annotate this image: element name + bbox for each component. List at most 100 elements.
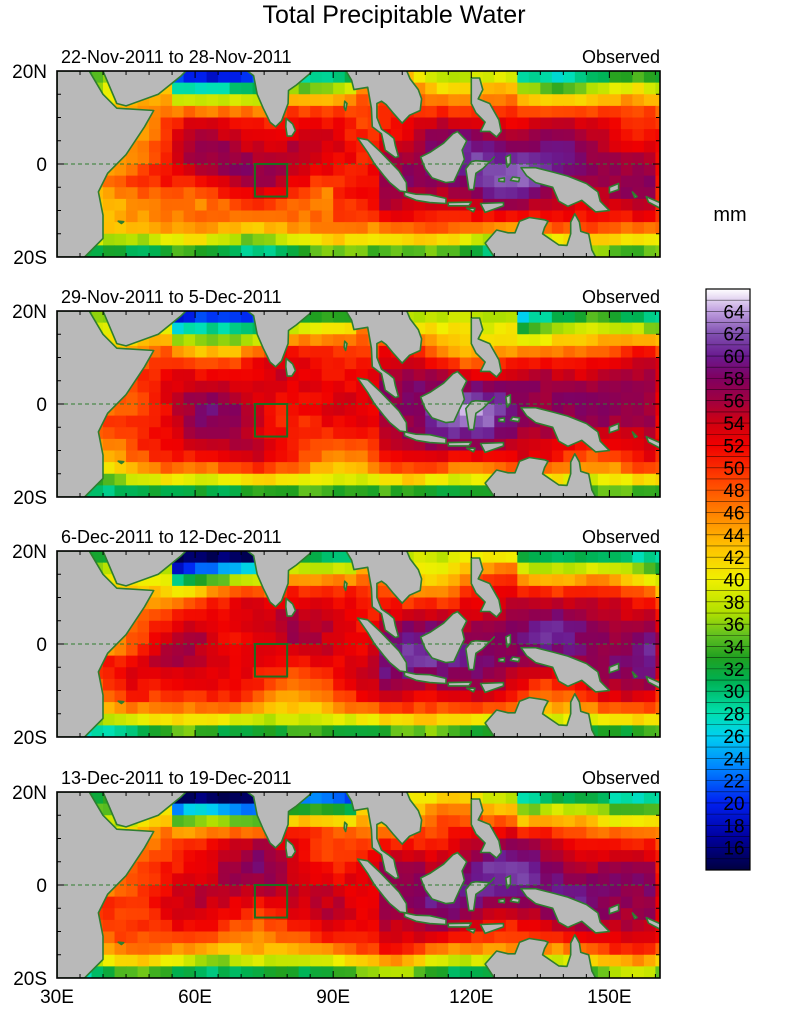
land-polygon <box>440 256 443 257</box>
lat-label: 0 <box>36 395 47 416</box>
panel-observed-label: Observed <box>582 768 660 788</box>
colorbar-tick-label: 44 <box>723 526 745 547</box>
colorbar-tick-label: 28 <box>723 705 744 726</box>
lon-label: 30E <box>40 987 74 1008</box>
lon-label: 120E <box>449 987 493 1008</box>
land-polygon <box>509 656 521 663</box>
lat-label: 0 <box>36 155 47 176</box>
colorbar-tick-label: 22 <box>723 772 744 793</box>
land-polygon <box>484 933 597 978</box>
land-polygon <box>246 551 423 639</box>
lat-label: 20S <box>13 248 47 269</box>
land-polygon <box>645 916 660 931</box>
land-polygon <box>174 982 176 984</box>
land-polygon <box>419 130 468 184</box>
land-polygon <box>403 191 447 205</box>
map-panel-2: 20N 0 20S 29-Nov-2011 to 5-Dec-2011 Observed <box>12 287 661 509</box>
land-polygon <box>484 452 597 497</box>
region-box <box>253 884 289 919</box>
land-polygon <box>465 207 476 213</box>
colorbar-tick-label: 46 <box>723 503 744 524</box>
land-polygon <box>498 898 506 904</box>
land-polygon <box>645 675 660 690</box>
colorbar-tick-label: 48 <box>723 481 744 502</box>
land-polygon <box>520 166 611 213</box>
land-polygon <box>520 887 611 934</box>
land-polygon <box>343 821 348 833</box>
land-polygon <box>464 396 496 431</box>
land-polygon <box>465 687 476 693</box>
land-polygon <box>102 311 188 347</box>
land-polygon <box>447 922 473 928</box>
land-polygon <box>498 417 506 423</box>
panel-period-label: 22-Nov-2011 to 28-Nov-2011 <box>61 47 291 67</box>
land-polygon <box>419 851 468 905</box>
land-polygon <box>174 741 176 743</box>
land-polygon <box>174 501 176 503</box>
land-polygon <box>246 71 423 159</box>
land-polygon <box>645 435 660 450</box>
land-polygon <box>117 700 125 705</box>
land-polygon <box>470 317 503 378</box>
land-polygon <box>509 176 521 183</box>
land-polygon <box>479 681 505 694</box>
land-polygon <box>464 636 496 671</box>
land-polygon <box>608 422 620 434</box>
region-box <box>253 643 289 678</box>
land-polygon <box>509 897 521 904</box>
land-polygon <box>465 447 476 453</box>
colorbar-tick-label: 52 <box>723 436 744 457</box>
land-polygon <box>608 662 620 674</box>
colorbar-tick-label: 40 <box>723 571 744 592</box>
land-polygon <box>356 617 408 673</box>
land-polygon <box>608 182 620 194</box>
colorbar-units: mm <box>713 204 746 226</box>
panel-observed-label: Observed <box>582 47 660 67</box>
land-polygon <box>102 71 188 107</box>
land-polygon <box>419 610 468 664</box>
land-polygon <box>117 941 125 946</box>
land-polygon <box>631 671 638 679</box>
land-polygon <box>102 792 188 828</box>
colorbar-tick-label: 32 <box>723 660 744 681</box>
region-box <box>253 403 289 438</box>
land-polygon <box>520 646 611 693</box>
land-polygon <box>509 416 521 423</box>
map-panel-3: 20N 0 20S 6-Dec-2011 to 12-Dec-2011 Observed <box>12 527 661 749</box>
colorbar-tick-label: 50 <box>723 459 744 480</box>
panel-period-label: 6-Dec-2011 to 12-Dec-2011 <box>61 527 281 547</box>
land-polygon <box>631 191 638 199</box>
colorbar-tick-label: 42 <box>723 548 744 569</box>
land-polygon <box>343 100 348 112</box>
land-polygon <box>419 370 468 424</box>
land-polygon <box>356 858 408 914</box>
land-polygon <box>284 117 297 137</box>
land-masses <box>57 551 660 743</box>
land-masses <box>57 71 660 263</box>
colorbar-tick-label: 34 <box>723 638 745 659</box>
region-box <box>253 163 289 198</box>
colorbar-frame <box>705 288 751 871</box>
map-panel-4: 20N 0 20S 13-Dec-2011 to 19-Dec-2011 Observe… <box>12 768 661 990</box>
lat-label: 20N <box>12 783 47 804</box>
land-polygon <box>440 496 443 497</box>
land-polygon <box>343 340 348 352</box>
colorbar-tick-label: 60 <box>723 347 744 368</box>
colorbar-tick-label: 54 <box>723 414 745 435</box>
lon-label: 90E <box>316 987 350 1008</box>
land-polygon <box>470 798 503 859</box>
land-polygon <box>498 657 506 663</box>
land-polygon <box>631 431 638 439</box>
lat-label: 20S <box>13 969 47 990</box>
land-masses <box>57 792 660 984</box>
colorbar-tick-label: 64 <box>723 302 745 323</box>
land-polygon <box>174 261 176 263</box>
lon-label: 150E <box>587 987 631 1008</box>
panel-period-label: 13-Dec-2011 to 19-Dec-2011 <box>61 768 291 788</box>
land-polygon <box>645 195 660 209</box>
land-polygon <box>102 551 188 587</box>
land-polygon <box>284 357 297 377</box>
land-polygon <box>479 922 505 935</box>
colorbar-tick-label: 62 <box>723 325 744 346</box>
